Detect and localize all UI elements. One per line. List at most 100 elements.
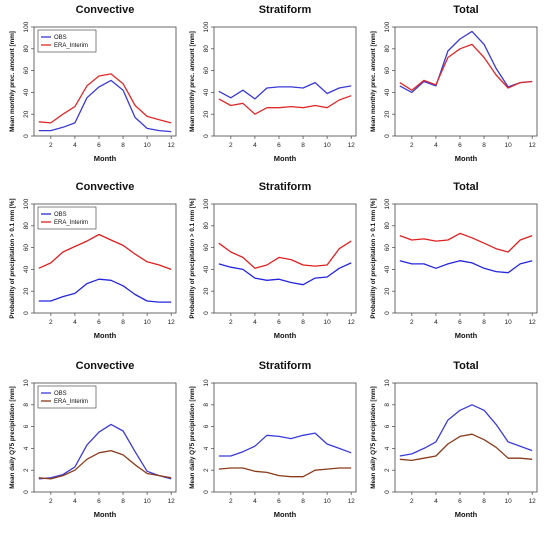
y-tick-label: 20 bbox=[23, 110, 30, 118]
y-tick-label: 8 bbox=[203, 403, 210, 407]
y-tick-label: 0 bbox=[203, 311, 210, 315]
x-tick-label: 4 bbox=[253, 319, 257, 326]
y-tick-label: 20 bbox=[384, 287, 391, 295]
x-tick-label: 4 bbox=[253, 498, 257, 505]
series-line-2 bbox=[399, 43, 533, 91]
x-tick-label: 6 bbox=[277, 319, 281, 326]
panel-title: Stratiform bbox=[259, 360, 312, 372]
panel-3: Total 0 20 40 60 80 100 2 4 6 8 10 12 Month Mean month… bbox=[370, 4, 538, 163]
y-tick-label: 2 bbox=[23, 468, 30, 472]
y-tick-label: 8 bbox=[23, 403, 30, 407]
y-axis-label: Mean monthly prec. amount [mm] bbox=[189, 31, 196, 132]
x-axis-label: Month bbox=[94, 331, 117, 340]
series-line-1 bbox=[399, 260, 533, 274]
x-tick-label: 10 bbox=[144, 142, 152, 149]
x-tick-label: 8 bbox=[121, 142, 125, 149]
x-tick-label: 2 bbox=[49, 142, 53, 149]
panel-5: Stratiform 0 20 40 60 80 100 2 4 6 8 10 12 Month Proba… bbox=[189, 181, 357, 340]
x-tick-label: 12 bbox=[168, 142, 176, 149]
y-tick-label: 0 bbox=[203, 134, 210, 138]
x-axis-label: Month bbox=[455, 510, 478, 519]
x-tick-label: 8 bbox=[301, 498, 305, 505]
y-tick-label: 0 bbox=[203, 490, 210, 494]
x-tick-label: 10 bbox=[144, 498, 152, 505]
y-tick-label: 4 bbox=[203, 446, 210, 450]
x-tick-label: 12 bbox=[348, 319, 356, 326]
series-line-2 bbox=[218, 467, 352, 478]
y-tick-label: 0 bbox=[384, 311, 391, 315]
x-tick-label: 10 bbox=[324, 319, 332, 326]
x-tick-label: 10 bbox=[324, 498, 332, 505]
y-tick-label: 100 bbox=[203, 21, 210, 32]
series-line-1 bbox=[218, 81, 352, 100]
panel-4: Convective 0 20 40 60 80 100 2 4 6 8 10 12 Month Proba… bbox=[9, 181, 177, 340]
x-tick-label: 2 bbox=[229, 319, 233, 326]
y-tick-label: 80 bbox=[23, 222, 30, 230]
x-tick-label: 12 bbox=[529, 498, 537, 505]
y-tick-label: 10 bbox=[23, 379, 30, 387]
x-tick-label: 8 bbox=[121, 319, 125, 326]
x-tick-label: 6 bbox=[97, 498, 101, 505]
y-tick-label: 100 bbox=[203, 198, 210, 209]
series-line-2 bbox=[399, 232, 533, 253]
legend: OBS ERA_Interim bbox=[37, 385, 97, 409]
y-tick-label: 10 bbox=[384, 379, 391, 387]
series-line-2 bbox=[218, 95, 352, 115]
legend: OBS ERA_Interim bbox=[37, 29, 97, 53]
panel-title: Total bbox=[453, 181, 478, 193]
y-tick-label: 100 bbox=[384, 21, 391, 32]
legend-label: ERA_Interim bbox=[54, 220, 88, 226]
series-line-1 bbox=[218, 262, 352, 286]
series-line-2 bbox=[218, 240, 352, 269]
y-axis-label: Mean daily Q75 precipitation [mm] bbox=[9, 386, 16, 489]
x-tick-label: 6 bbox=[458, 319, 462, 326]
panel-title: Total bbox=[453, 360, 478, 372]
y-axis-label: Mean daily Q75 precipitation [mm] bbox=[370, 386, 377, 489]
x-tick-label: 6 bbox=[458, 498, 462, 505]
x-tick-label: 8 bbox=[482, 319, 486, 326]
y-tick-label: 20 bbox=[203, 287, 210, 295]
x-tick-label: 12 bbox=[168, 498, 176, 505]
x-tick-label: 2 bbox=[229, 142, 233, 149]
y-tick-label: 40 bbox=[384, 265, 391, 273]
panel-title: Total bbox=[453, 4, 478, 16]
y-axis-label: Probability of precipitation > 0.1 mm [%… bbox=[189, 198, 196, 318]
series-line-1 bbox=[399, 30, 533, 94]
legend: OBS ERA_Interim bbox=[37, 206, 97, 230]
x-tick-label: 4 bbox=[73, 142, 77, 149]
series-line-1 bbox=[38, 423, 172, 480]
y-tick-label: 2 bbox=[203, 468, 210, 472]
y-tick-label: 60 bbox=[203, 244, 210, 252]
plot-frame bbox=[213, 203, 357, 314]
y-tick-label: 6 bbox=[203, 424, 210, 428]
x-tick-label: 4 bbox=[434, 498, 438, 505]
plot-frame bbox=[33, 26, 177, 137]
x-tick-label: 4 bbox=[253, 142, 257, 149]
panel-7: Convective 0 2 4 6 8 10 2 4 6 8 10 12 Month Mean daily… bbox=[9, 360, 177, 519]
y-tick-label: 60 bbox=[23, 244, 30, 252]
y-tick-label: 40 bbox=[23, 265, 30, 273]
y-tick-label: 40 bbox=[203, 265, 210, 273]
x-tick-label: 6 bbox=[277, 498, 281, 505]
y-axis-label: Mean monthly prec. amount [mm] bbox=[370, 31, 377, 132]
x-tick-label: 2 bbox=[410, 319, 414, 326]
y-tick-label: 60 bbox=[384, 67, 391, 75]
x-tick-label: 12 bbox=[529, 142, 537, 149]
x-tick-label: 10 bbox=[505, 142, 513, 149]
legend-label: OBS bbox=[54, 212, 67, 218]
legend-label: OBS bbox=[54, 35, 67, 41]
panel-title: Convective bbox=[76, 4, 135, 16]
y-tick-label: 10 bbox=[203, 379, 210, 387]
series-line-2 bbox=[38, 449, 172, 480]
series-line-1 bbox=[218, 432, 352, 457]
y-tick-label: 100 bbox=[23, 198, 30, 209]
x-axis-label: Month bbox=[455, 331, 478, 340]
x-axis-label: Month bbox=[455, 154, 478, 163]
x-tick-label: 12 bbox=[168, 319, 176, 326]
series-line-2 bbox=[38, 73, 172, 124]
x-tick-label: 12 bbox=[348, 498, 356, 505]
y-tick-label: 4 bbox=[23, 446, 30, 450]
y-tick-label: 6 bbox=[23, 424, 30, 428]
panel-title: Stratiform bbox=[259, 4, 312, 16]
